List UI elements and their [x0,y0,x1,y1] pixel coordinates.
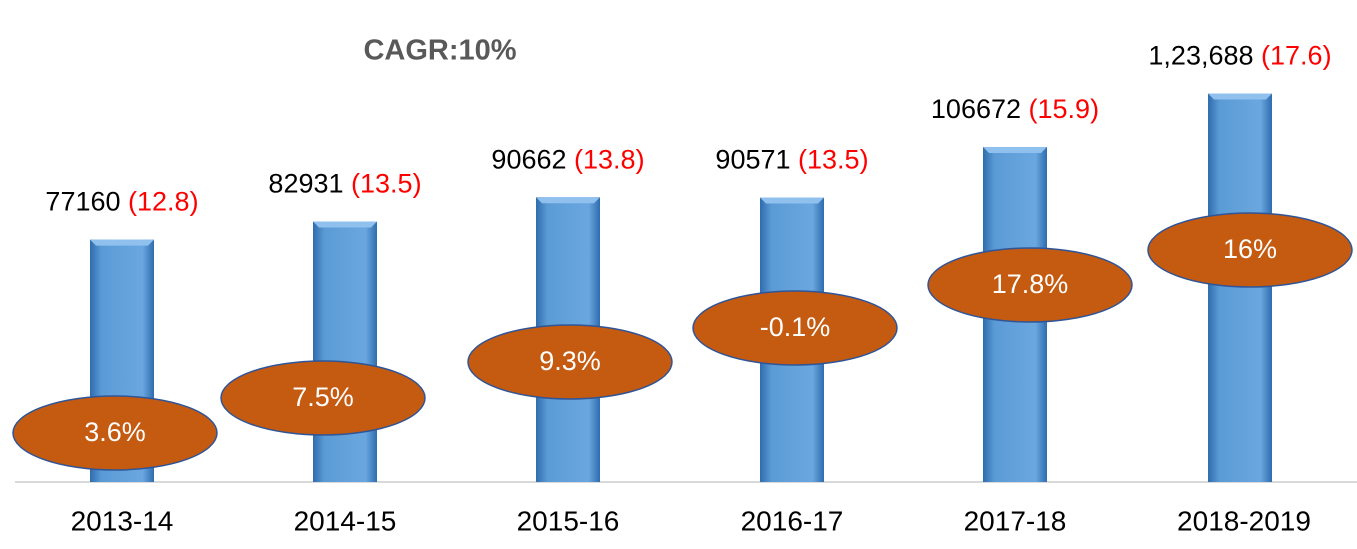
growth-bubble [220,360,426,436]
space [567,144,575,174]
bar-bevel [313,221,377,228]
value-label: 90662 (13.8) [491,144,644,174]
x-tick-label: 2015-16 [517,505,620,536]
x-tick-label: 2014-15 [294,505,397,536]
value-text: 106672 [931,94,1021,124]
value-label: 1,23,688 (17.6) [1148,41,1331,71]
growth-bubble [692,290,898,366]
value-label: 106672 (15.9) [931,94,1099,124]
bar [1208,93,1272,482]
growth-label: 7.5% [292,382,354,412]
x-tick-label: 2013-14 [71,505,174,536]
space [121,187,129,217]
growth-label: -0.1% [760,312,831,342]
value-text: 1,23,688 [1148,41,1253,71]
growth-bubble [467,324,673,400]
share-label: (13.5) [351,169,422,199]
growth-label: 16% [1223,234,1277,264]
bar [313,221,377,483]
share-label: (15.9) [1029,94,1100,124]
growth-label: 17.8% [992,269,1069,299]
share-label: (13.5) [798,145,869,175]
space [1254,41,1262,71]
growth-label: 9.3% [539,346,601,376]
x-tick-label: 2017-18 [964,505,1067,536]
space [791,145,799,175]
bar-bevel [536,197,600,204]
share-label: (13.8) [574,144,645,174]
x-tick-label: 2018-2019 [1177,505,1311,536]
value-text: 90571 [715,145,790,175]
growth-bubble [1147,212,1353,288]
value-text: 77160 [45,187,120,217]
space [344,169,352,199]
bar-bevel [760,197,824,204]
growth-bubble [927,247,1133,323]
share-label: (12.8) [128,187,199,217]
share-label: (17.6) [1261,41,1332,71]
value-label: 77160 (12.8) [45,187,198,217]
value-label: 82931 (13.5) [268,169,421,199]
value-label: 90571 (13.5) [715,145,868,175]
bar-bevel [90,239,154,246]
bar-bevel [1208,93,1272,100]
x-tick-label: 2016-17 [741,505,844,536]
growth-bubble [12,395,218,471]
growth-label: 3.6% [84,417,146,447]
chart-title: CAGR:10% [363,35,516,67]
bar-bevel [983,146,1047,153]
value-text: 82931 [268,169,343,199]
space [1021,94,1029,124]
value-text: 90662 [491,144,566,174]
